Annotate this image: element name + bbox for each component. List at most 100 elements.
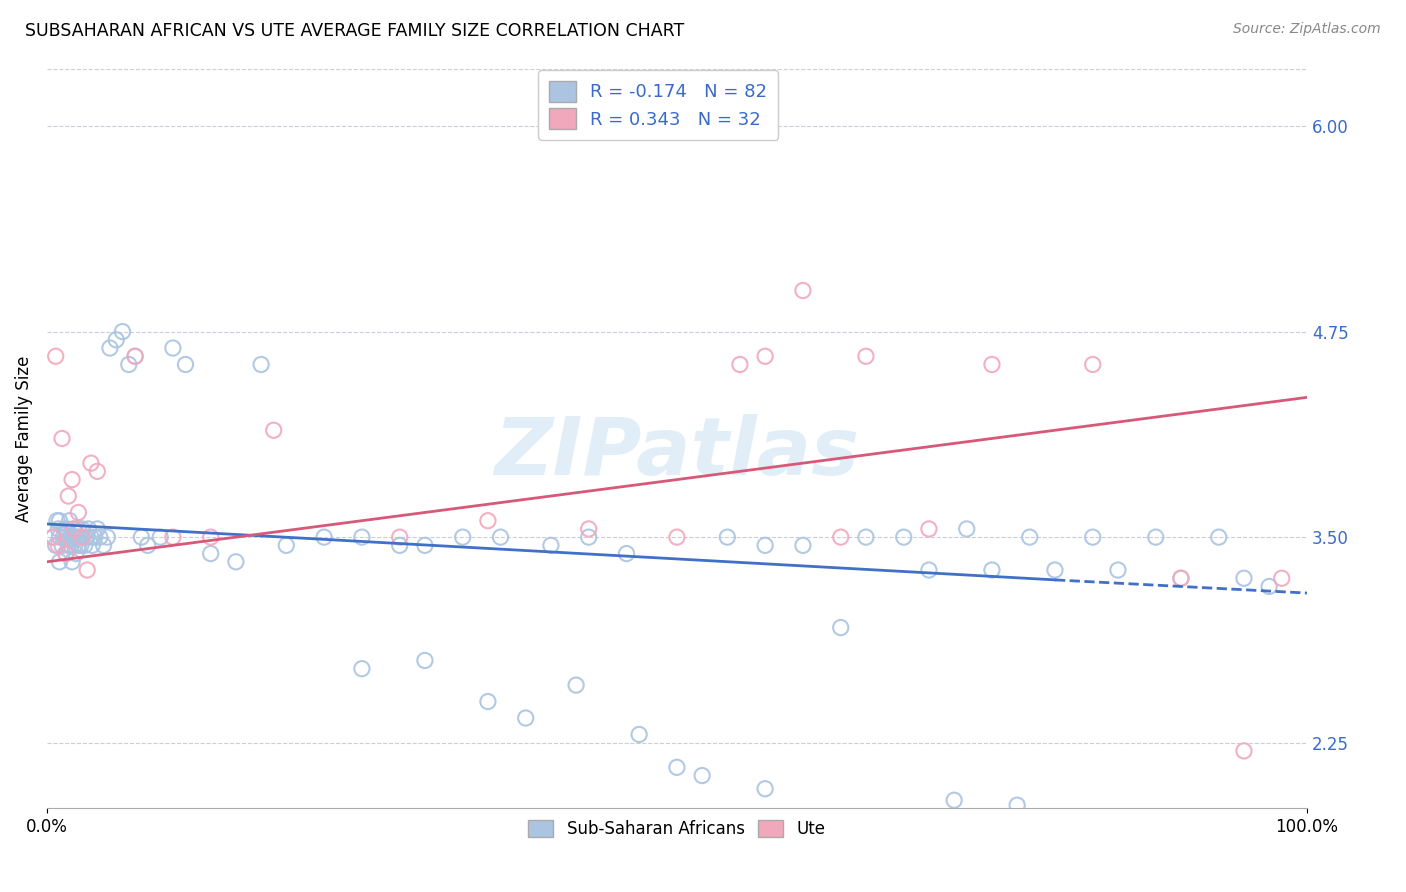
Point: [728, 358, 751, 372]
Point: [1258, 579, 1281, 593]
Point: [250, 358, 273, 372]
Point: [690, 768, 713, 782]
Point: [124, 349, 146, 363]
Point: [124, 349, 146, 363]
Point: [855, 349, 877, 363]
Point: [1271, 571, 1294, 585]
Point: [578, 530, 600, 544]
Legend: Sub-Saharan Africans, Ute: Sub-Saharan Africans, Ute: [522, 813, 832, 845]
Point: [80, 530, 103, 544]
Point: [350, 662, 373, 676]
Point: [51, 432, 73, 446]
Point: [540, 538, 562, 552]
Point: [76, 563, 98, 577]
Point: [66, 530, 89, 544]
Point: [55, 547, 77, 561]
Point: [96, 530, 118, 544]
Point: [62, 522, 84, 536]
Point: [956, 522, 979, 536]
Point: [1233, 744, 1256, 758]
Point: [77, 522, 100, 536]
Point: [60, 530, 83, 544]
Point: [477, 695, 499, 709]
Point: [63, 538, 86, 552]
Point: [63, 522, 86, 536]
Point: [63, 530, 86, 544]
Point: [67, 522, 90, 536]
Point: [60, 473, 83, 487]
Point: [477, 514, 499, 528]
Point: [413, 538, 436, 552]
Point: [105, 333, 128, 347]
Point: [82, 538, 104, 552]
Point: [58, 514, 80, 528]
Point: [628, 727, 651, 741]
Point: [263, 423, 285, 437]
Point: [1208, 530, 1230, 544]
Point: [83, 530, 105, 544]
Point: [578, 522, 600, 536]
Point: [86, 522, 108, 536]
Point: [792, 538, 814, 552]
Point: [93, 538, 115, 552]
Point: [225, 555, 247, 569]
Point: [73, 538, 96, 552]
Point: [174, 358, 197, 372]
Text: SUBSAHARAN AFRICAN VS UTE AVERAGE FAMILY SIZE CORRELATION CHART: SUBSAHARAN AFRICAN VS UTE AVERAGE FAMILY…: [25, 22, 685, 40]
Point: [918, 563, 941, 577]
Point: [60, 555, 83, 569]
Point: [1043, 563, 1066, 577]
Point: [665, 530, 688, 544]
Point: [665, 760, 688, 774]
Point: [80, 456, 103, 470]
Point: [58, 538, 80, 552]
Point: [981, 563, 1004, 577]
Point: [162, 530, 184, 544]
Point: [388, 538, 411, 552]
Point: [42, 530, 65, 544]
Point: [86, 464, 108, 478]
Point: [754, 781, 776, 796]
Point: [388, 530, 411, 544]
Text: ZIPatlas: ZIPatlas: [495, 414, 859, 492]
Point: [754, 538, 776, 552]
Point: [69, 530, 91, 544]
Point: [67, 506, 90, 520]
Point: [58, 489, 80, 503]
Point: [200, 547, 222, 561]
Point: [276, 538, 298, 552]
Point: [981, 358, 1004, 372]
Point: [1081, 358, 1104, 372]
Point: [118, 358, 141, 372]
Point: [70, 530, 93, 544]
Point: [53, 522, 76, 536]
Point: [200, 530, 222, 544]
Point: [1081, 530, 1104, 544]
Point: [55, 547, 77, 561]
Point: [48, 530, 70, 544]
Point: [48, 555, 70, 569]
Point: [65, 547, 87, 561]
Point: [45, 538, 67, 552]
Point: [51, 538, 73, 552]
Point: [48, 514, 70, 528]
Point: [413, 653, 436, 667]
Point: [1170, 571, 1192, 585]
Point: [830, 621, 852, 635]
Point: [1107, 563, 1129, 577]
Point: [792, 284, 814, 298]
Point: [136, 538, 159, 552]
Point: [70, 530, 93, 544]
Point: [830, 530, 852, 544]
Point: [350, 530, 373, 544]
Point: [1233, 571, 1256, 585]
Point: [46, 514, 69, 528]
Point: [58, 530, 80, 544]
Point: [131, 530, 153, 544]
Point: [98, 341, 121, 355]
Point: [1018, 530, 1040, 544]
Point: [42, 530, 65, 544]
Point: [1144, 530, 1167, 544]
Point: [55, 530, 77, 544]
Point: [1005, 798, 1028, 813]
